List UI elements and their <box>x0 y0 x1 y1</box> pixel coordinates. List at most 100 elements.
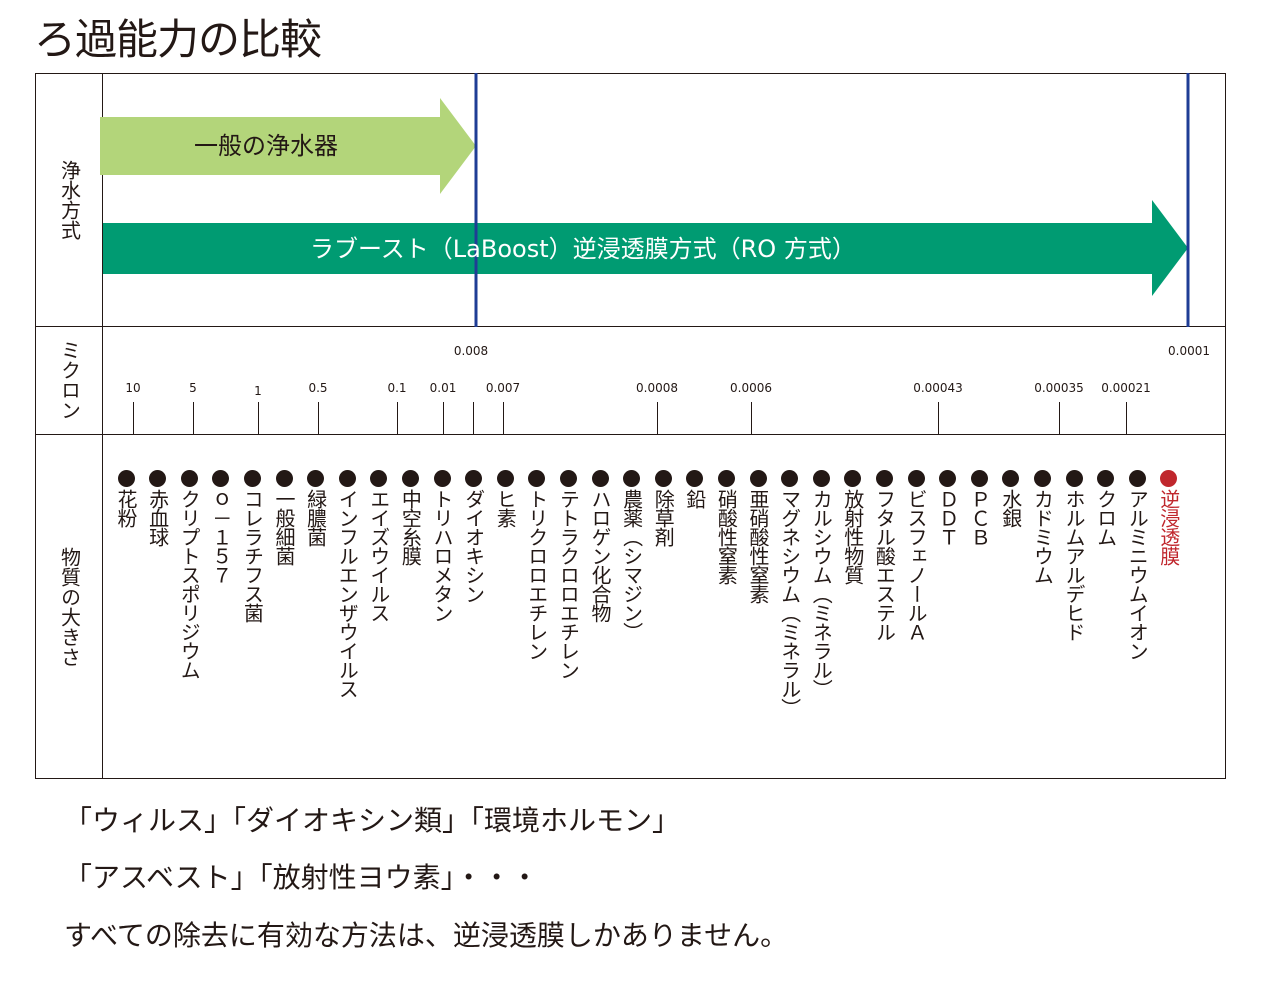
substance-item: クロム <box>1094 470 1118 546</box>
micron-upper-label: 0.008 <box>453 344 489 358</box>
substance-name: インフルエンザウイルス <box>335 489 360 698</box>
substance-item: テトラクロロエチレン <box>556 470 580 679</box>
substance-name: ダイオキシン <box>461 489 486 603</box>
page-title: ろ過能力の比較 <box>34 15 322 64</box>
general-filter-arrow <box>100 98 476 194</box>
substance-item: 花粉 <box>114 470 138 527</box>
caption-line-3: すべての除去に有効な方法は、逆浸透膜しかありません。 <box>64 919 789 952</box>
substance-name: カドミウム <box>1030 489 1055 584</box>
micron-tick <box>397 402 398 434</box>
micron-tick <box>133 402 134 434</box>
substance-item: 中空糸膜 <box>398 470 423 565</box>
substance-item: ＤＤＴ <box>935 470 960 546</box>
row-label-micron: ミクロン <box>36 326 103 434</box>
substance-item: 逆浸透膜 <box>1156 470 1181 565</box>
laboost-arrow <box>103 200 1188 296</box>
substance-dot <box>1097 470 1115 487</box>
micron-lower-label: 10 <box>125 381 141 395</box>
row-divider-2 <box>36 434 1225 435</box>
substance-name: ｏ－１５７ <box>208 489 233 584</box>
micron-tick <box>1126 402 1127 434</box>
substance-name: ＰＣＢ <box>967 489 992 546</box>
micron-tick <box>473 402 474 434</box>
substance-name: ホルムアルデヒド <box>1062 489 1086 641</box>
substance-item: カルシウム（ミネラル） <box>809 470 833 698</box>
substance-dot <box>844 470 862 487</box>
substance-item: ＰＣＢ <box>967 470 992 546</box>
micron-tick <box>503 402 504 434</box>
substance-dot <box>907 470 925 487</box>
micron-tick <box>751 402 752 434</box>
substance-dot <box>338 470 356 487</box>
substance-name: 花粉 <box>114 489 138 527</box>
substance-dot <box>180 470 198 487</box>
substance-dot <box>212 470 230 487</box>
substance-item: ホルムアルデヒド <box>1062 470 1086 641</box>
laboost-label: ラブースト（LaBoost）逆浸透膜方式（RO 方式） <box>310 235 856 263</box>
substance-item: 放射性物質 <box>841 470 865 584</box>
substance-name: 鉛 <box>682 489 707 508</box>
substance-dot <box>117 470 135 487</box>
substance-dot <box>1160 470 1178 487</box>
substance-dot <box>465 470 483 487</box>
substance-dot <box>717 470 735 487</box>
row-label-method: 浄水方式 <box>36 74 103 326</box>
substance-dot <box>812 470 830 487</box>
micron-tick <box>318 402 319 434</box>
substance-item: コレラチフス菌 <box>240 470 264 622</box>
substance-dot <box>1128 470 1146 487</box>
micron-lower-label: 0.00021 <box>1101 381 1151 395</box>
substance-dot <box>401 470 419 487</box>
micron-lower-label: 0.0008 <box>636 381 678 395</box>
substance-item: 除草剤 <box>651 470 675 546</box>
row-label-size: 物質の大きさ <box>36 434 103 780</box>
substance-dot <box>275 470 293 487</box>
substance-name: フタル酸エステル <box>872 489 897 641</box>
substance-dot <box>970 470 988 487</box>
substance-dot <box>307 470 325 487</box>
substance-name: エイズウイルス <box>366 489 391 622</box>
substance-name: トリハロメタン <box>430 489 454 622</box>
micron-lower-label: 0.5 <box>308 381 328 395</box>
substance-dot <box>559 470 577 487</box>
substance-name: 赤血球 <box>145 489 170 546</box>
substance-dot <box>939 470 957 487</box>
substance-dot <box>370 470 388 487</box>
substance-name: トリクロロエチレン <box>524 489 549 660</box>
micron-tick <box>657 402 658 434</box>
substance-dot <box>528 470 546 487</box>
micron-tick <box>193 402 194 434</box>
substance-dot <box>1065 470 1083 487</box>
substance-name: 逆浸透膜 <box>1156 489 1181 565</box>
caption-line-2: 「アスベスト」「放射性ヨウ素」・・・ <box>64 861 539 894</box>
substance-name: マグネシウム（ミネラル） <box>777 489 802 717</box>
substance-item: 一般細菌 <box>272 470 296 565</box>
substance-dot <box>875 470 893 487</box>
substance-item: カドミウム <box>1030 470 1055 584</box>
micron-tick <box>443 402 444 434</box>
micron-lower-label: 0.00035 <box>1034 381 1084 395</box>
row-label-micron-text: ミクロン <box>57 340 82 420</box>
substance-name: ＤＤＴ <box>935 489 960 546</box>
label-column-divider <box>102 74 103 778</box>
substance-item: トリハロメタン <box>430 470 454 622</box>
substance-name: 一般細菌 <box>272 489 296 565</box>
row-label-size-text: 物質の大きさ <box>57 547 82 667</box>
substance-name: 緑膿菌 <box>303 489 328 546</box>
substance-name: ハロゲン化合物 <box>588 489 612 622</box>
substance-item: マグネシウム（ミネラル） <box>777 470 802 717</box>
substance-dot <box>686 470 704 487</box>
micron-lower-label: 0.01 <box>429 381 457 395</box>
substance-name: ヒ素 <box>493 489 518 527</box>
micron-tick <box>1059 402 1060 434</box>
substance-item: トリクロロエチレン <box>524 470 549 660</box>
substance-dot <box>496 470 514 487</box>
micron-lower-label: 0.0006 <box>730 381 772 395</box>
substance-item: インフルエンザウイルス <box>335 470 360 698</box>
comparison-table: 浄水方式 ミクロン 物質の大きさ <box>35 73 1226 779</box>
substance-dot <box>623 470 641 487</box>
substance-item: ビスフェノールＡ <box>904 470 928 641</box>
substance-name: 中空糸膜 <box>398 489 423 565</box>
substance-dot <box>149 470 167 487</box>
